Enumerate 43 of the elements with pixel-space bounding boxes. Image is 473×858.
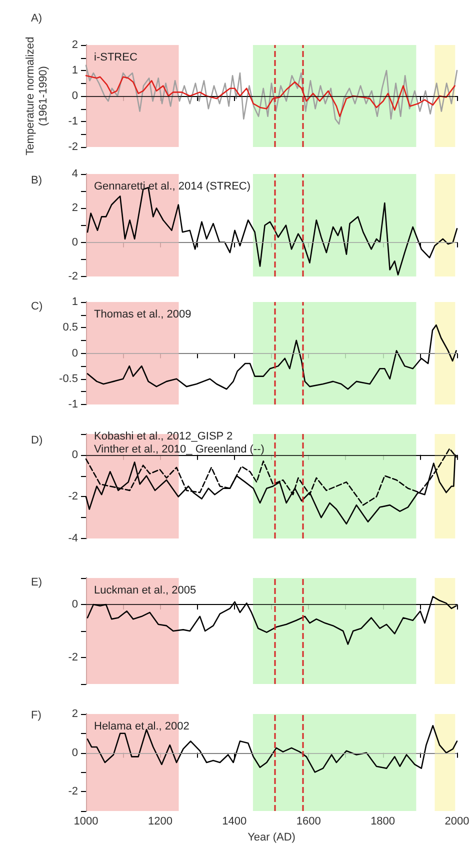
y-tick-label: -2 bbox=[68, 141, 78, 153]
y-tick-label: 2 bbox=[72, 39, 78, 51]
x-tick-label: 1000 bbox=[74, 816, 98, 828]
y-tick-label: -2 bbox=[68, 652, 78, 664]
chart-title: E) bbox=[31, 576, 42, 588]
annotation: i-STREC bbox=[94, 52, 138, 64]
y-tick-label: 1 bbox=[72, 64, 78, 76]
y-tick-label: 4 bbox=[72, 168, 78, 180]
y-tick-label: -1 bbox=[68, 398, 78, 410]
y-tick-label: 0.5 bbox=[62, 322, 78, 334]
x-tick-label: 1400 bbox=[222, 816, 247, 828]
y-tick-label: -0.5 bbox=[59, 372, 78, 385]
annotation: Vinther et al., 2010_ Greenland (--) bbox=[94, 444, 264, 456]
y-tick-label: 1 bbox=[72, 296, 78, 308]
y-tick-label: 0 bbox=[72, 347, 78, 360]
annotation: Helama et al., 2002 bbox=[94, 720, 190, 732]
chart-title: A) bbox=[31, 12, 42, 24]
x-tick-label: 1200 bbox=[148, 816, 172, 828]
y-tick-label: 0 bbox=[72, 90, 78, 102]
y-tick-label: 0 bbox=[72, 746, 78, 759]
y-tick-label: -2 bbox=[68, 786, 78, 798]
y-tick-label: 2 bbox=[72, 202, 78, 214]
chart-title: D) bbox=[31, 434, 43, 446]
annotation: Luckman et al., 2005 bbox=[94, 584, 196, 596]
y-axis-title: Temperature normalized (1961-1990) bbox=[24, 36, 50, 156]
y-tick-label: -1 bbox=[68, 116, 78, 128]
y-tick-label: -2 bbox=[68, 270, 78, 282]
x-tick-label: 1800 bbox=[370, 816, 396, 828]
chart-title: F) bbox=[31, 710, 42, 722]
y-tick-label: 0 bbox=[72, 448, 78, 461]
annotation: Thomas et al., 2009 bbox=[94, 308, 192, 320]
annotation: Gennaretti et al., 2014 (STREC) bbox=[94, 180, 251, 192]
y-tick-label: 0 bbox=[72, 598, 78, 610]
x-tick-label: 2000 bbox=[444, 816, 470, 828]
chart-title: B) bbox=[31, 174, 42, 186]
x-axis-title: Year (AD) bbox=[248, 831, 296, 844]
y-tick-label: 2 bbox=[72, 708, 78, 720]
x-tick-label: 1600 bbox=[296, 816, 321, 828]
y-tick-label: -2 bbox=[68, 490, 78, 503]
y-tick-label: 0 bbox=[72, 236, 78, 248]
annotation: Kobashi et al., 2012_GISP 2 bbox=[94, 430, 233, 442]
y-tick-label: -4 bbox=[68, 532, 78, 544]
chart-title: C) bbox=[31, 300, 43, 312]
